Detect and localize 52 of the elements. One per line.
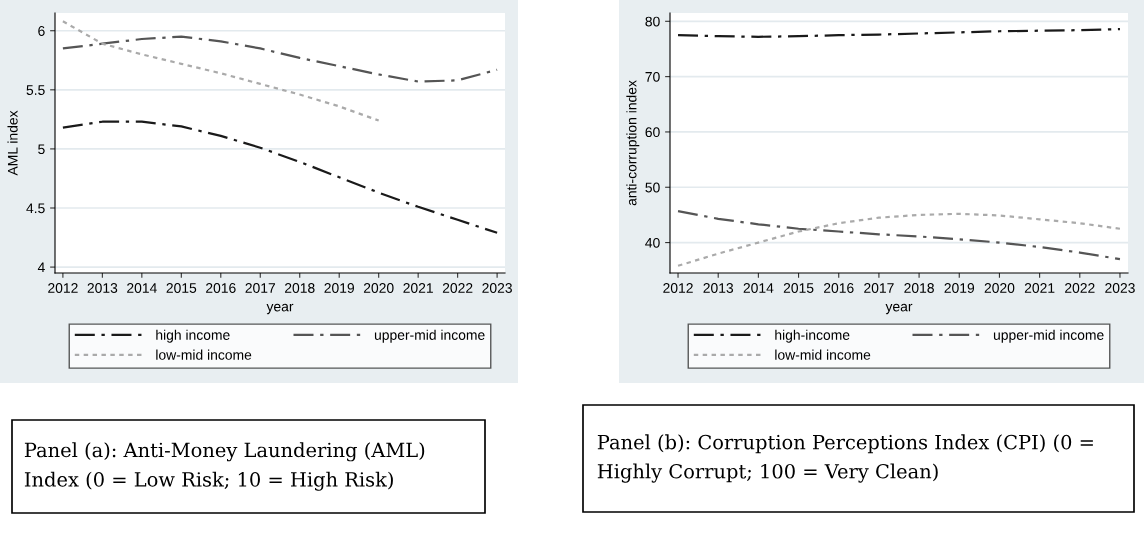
x-tick-label: 2022 bbox=[442, 283, 473, 293]
y-tick-label: 50 bbox=[645, 182, 660, 193]
y-axis-title: AML index bbox=[7, 110, 18, 176]
x-tick-label: 2023 bbox=[1105, 283, 1135, 293]
x-tick-label: 2017 bbox=[864, 283, 894, 293]
x-axis-title: year bbox=[266, 303, 294, 315]
y-tick-label: 5.5 bbox=[26, 85, 45, 95]
text: Panel (a): Anti-Money Laundering (AML) Index (0 = Low Risk; 10 = High Risk) bbox=[24, 442, 425, 491]
x-tick-label: 2013 bbox=[703, 283, 734, 293]
x-tick-label: 2015 bbox=[783, 283, 814, 293]
y-tick-label: 60 bbox=[645, 127, 660, 138]
legend-label: high-income bbox=[775, 329, 850, 343]
y-tick-label: 4 bbox=[37, 262, 45, 273]
legend-label: high income bbox=[156, 329, 230, 343]
x-tick-label: 2020 bbox=[984, 283, 1015, 293]
x-tick-label: 2012 bbox=[48, 283, 78, 293]
x-tick-label: 2019 bbox=[944, 283, 975, 293]
y-axis-title: anti-corruption index bbox=[626, 80, 640, 206]
x-tick-label: 2020 bbox=[363, 283, 394, 293]
x-tick-label: 2014 bbox=[743, 283, 774, 293]
line-series bbox=[676, 212, 1122, 267]
y-tick-label: 4.5 bbox=[26, 203, 45, 214]
x-tick-label: 2021 bbox=[403, 283, 433, 293]
x-tick-label: 2012 bbox=[663, 283, 693, 293]
x-tick-label: 2018 bbox=[284, 283, 315, 293]
x-tick-label: 2017 bbox=[245, 283, 276, 293]
x-tick-label: 2015 bbox=[166, 283, 197, 293]
text: Panel (b): Corruption Perceptions Index (CPI) (0 = Highly Corrupt; 100 = Very Clean) bbox=[597, 434, 1093, 483]
y-tick-label: 80 bbox=[645, 16, 660, 27]
y-tick-label: 5 bbox=[38, 144, 45, 155]
x-tick-label: 2014 bbox=[127, 283, 157, 293]
line-series bbox=[676, 209, 1122, 261]
x-tick-label: 2021 bbox=[1024, 283, 1055, 293]
legend-label: low-mid income bbox=[775, 349, 871, 360]
y-tick-label: 40 bbox=[645, 237, 660, 248]
legend-label: low-mid income bbox=[156, 349, 252, 360]
x-tick-label: 2013 bbox=[87, 283, 118, 293]
line-series bbox=[61, 20, 380, 122]
x-tick-label: 2016 bbox=[823, 283, 854, 293]
x-tick-label: 2019 bbox=[324, 283, 354, 293]
y-tick-label: 70 bbox=[645, 71, 660, 82]
legend-label: upper-mid income bbox=[374, 329, 485, 343]
y-tick-label: 6 bbox=[38, 26, 45, 36]
text: upper-mid income bbox=[993, 329, 1104, 343]
line-series bbox=[676, 27, 1122, 38]
x-tick-label: 2018 bbox=[904, 283, 934, 293]
x-tick-label: 2022 bbox=[1065, 283, 1095, 293]
x-axis-title: year bbox=[885, 303, 913, 315]
line-series bbox=[61, 35, 499, 83]
x-tick-label: 2023 bbox=[482, 283, 512, 293]
x-tick-label: 2016 bbox=[206, 283, 236, 293]
line-series bbox=[61, 120, 499, 234]
